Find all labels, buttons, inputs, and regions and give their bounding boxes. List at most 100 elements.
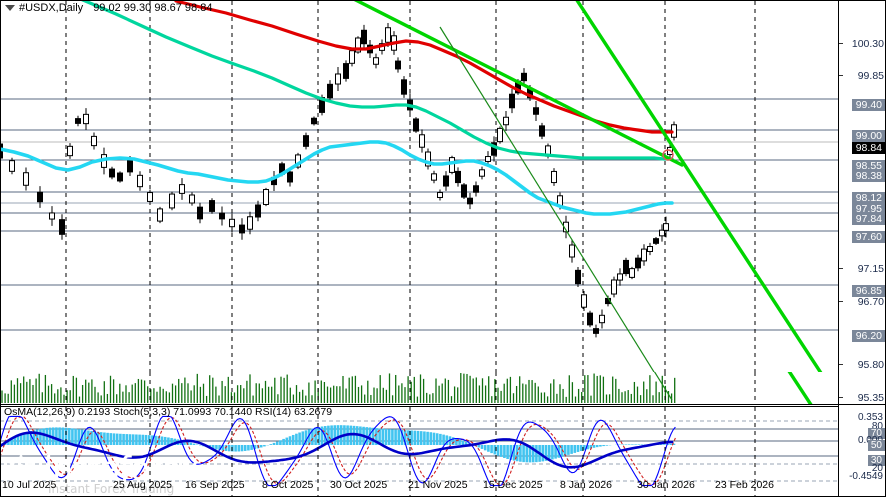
price-tick bbox=[839, 268, 843, 269]
candle-body bbox=[361, 29, 367, 45]
candle-body bbox=[575, 269, 581, 285]
candle-body bbox=[49, 212, 55, 220]
candle-body bbox=[635, 257, 641, 269]
triangle-down-icon[interactable] bbox=[5, 5, 15, 12]
candle-body bbox=[593, 328, 599, 334]
price-level-label[interactable]: 98.12 bbox=[851, 192, 885, 204]
chart-legend[interactable]: #USDX,Daily 99.02 99.30 98.67 98.84 bbox=[5, 2, 212, 14]
candle-body bbox=[521, 72, 527, 82]
price-tick bbox=[839, 301, 843, 302]
indicator-level-label: 30 bbox=[867, 455, 885, 466]
candle-body bbox=[37, 191, 43, 203]
candle-body bbox=[303, 135, 309, 147]
candle-body bbox=[419, 134, 425, 148]
candle-body bbox=[179, 184, 185, 194]
candle-body bbox=[599, 314, 605, 324]
price-level-label[interactable]: 96.20 bbox=[851, 330, 885, 342]
stoch-signal-line bbox=[0, 416, 676, 486]
candle-body bbox=[189, 194, 195, 204]
candle-body bbox=[663, 223, 669, 231]
candle-body bbox=[287, 171, 293, 183]
candle-body bbox=[137, 174, 143, 188]
candle-body bbox=[455, 170, 461, 184]
ma-short-line bbox=[0, 140, 674, 216]
indicator-legend: OsMA(12,26,9) 0.2193 Stoch(5,3,3) 71.099… bbox=[4, 406, 333, 418]
candle-body bbox=[335, 73, 341, 85]
current-price-label[interactable]: 98.84 bbox=[851, 142, 885, 154]
rsi-line bbox=[0, 431, 674, 469]
price-chart-pane[interactable] bbox=[0, 1, 838, 372]
candle-body bbox=[551, 170, 557, 184]
candle-body bbox=[59, 219, 65, 235]
stoch-main-line bbox=[0, 415, 676, 487]
indicator-svg bbox=[0, 407, 838, 496]
candle-body bbox=[647, 246, 653, 252]
candle-body bbox=[197, 206, 203, 220]
candle-body bbox=[247, 216, 253, 230]
price-level-label[interactable]: 99.00 bbox=[851, 130, 885, 142]
candle-body bbox=[109, 168, 115, 178]
candle-body bbox=[75, 118, 81, 124]
candle-body bbox=[611, 279, 617, 295]
candle-body bbox=[581, 294, 587, 308]
candle-body bbox=[311, 117, 317, 125]
price-chart-svg bbox=[0, 1, 838, 372]
candle-body bbox=[617, 273, 623, 281]
price-level-label[interactable]: 99.40 bbox=[851, 99, 885, 111]
indicator-pane[interactable] bbox=[0, 406, 838, 497]
price-tick-label: 95.35 bbox=[857, 392, 884, 404]
price-tick bbox=[839, 75, 843, 76]
price-tick bbox=[839, 397, 843, 398]
candle-body bbox=[349, 50, 355, 64]
price-tick bbox=[839, 43, 843, 44]
candle-body bbox=[623, 259, 629, 275]
price-tick-label: 100.30 bbox=[851, 38, 884, 50]
time-axis-label: 23 Feb 2026 bbox=[715, 479, 774, 491]
candle-body bbox=[373, 57, 379, 65]
volume-pane bbox=[0, 372, 838, 404]
price-level-label[interactable]: 98.55 bbox=[851, 160, 885, 172]
price-level-label-occluded[interactable]: 98.38 bbox=[851, 170, 885, 182]
time-axis: 10 Jul 2025 25 Aug 2025 16 Sep 2025 8 Oct 2… bbox=[0, 479, 838, 497]
price-level-label[interactable]: 97.95 bbox=[851, 203, 885, 215]
indicator-level-label: 50 bbox=[867, 440, 885, 451]
candle-body bbox=[503, 116, 509, 126]
trendline-green-2-vol bbox=[787, 372, 813, 404]
price-tick-label: 95.80 bbox=[857, 359, 884, 371]
candle-body bbox=[209, 200, 215, 212]
price-tick-label: 99.85 bbox=[857, 70, 884, 82]
indicator-level-label: 0.353 bbox=[857, 412, 883, 423]
candle-body bbox=[539, 125, 545, 137]
candle-body bbox=[83, 113, 89, 125]
candle-body bbox=[117, 172, 123, 182]
price-level-label[interactable]: 97.84 bbox=[851, 213, 885, 225]
candle-body bbox=[23, 172, 29, 186]
candle-body bbox=[127, 159, 133, 173]
time-axis-label: 8 Oct 2025 bbox=[262, 479, 314, 491]
indicator-date-separators bbox=[65, 407, 756, 496]
ma-mid-line bbox=[81, 1, 674, 161]
price-tick-label: 96.70 bbox=[857, 296, 884, 308]
price-level-label[interactable]: 97.60 bbox=[851, 231, 885, 243]
indicator-level-label: 20 bbox=[871, 463, 883, 474]
symbol-period-label: #USDX,Daily bbox=[19, 2, 84, 15]
candle-body bbox=[9, 160, 15, 172]
trendline-green-thin bbox=[439, 26, 655, 372]
candle-body bbox=[229, 218, 235, 228]
candle-body bbox=[147, 192, 153, 202]
candle-body bbox=[395, 60, 401, 70]
candle-body bbox=[343, 63, 349, 79]
candle-body bbox=[219, 212, 225, 220]
candle-body bbox=[169, 193, 175, 209]
candle-body bbox=[461, 184, 467, 198]
price-tick bbox=[839, 364, 843, 365]
candle-body bbox=[659, 229, 665, 237]
price-level-label[interactable]: 96.85 bbox=[851, 285, 885, 297]
candle-body bbox=[485, 156, 491, 162]
time-axis-label: 16 Sep 2025 bbox=[185, 479, 245, 491]
candle-body bbox=[653, 238, 659, 244]
candle-body bbox=[327, 83, 333, 99]
candle-body bbox=[587, 312, 593, 326]
candle-body bbox=[497, 127, 503, 143]
